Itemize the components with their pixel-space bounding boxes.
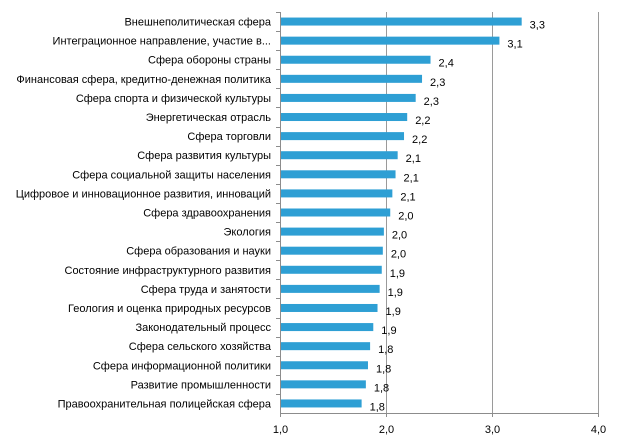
bar <box>281 399 362 408</box>
category-label: Сфера образования и науки <box>126 246 271 258</box>
value-labels: 3,3 3,1 2,4 2,3 2,3 2,2 2,2 2,1 2,1 2,1 2,0 2,0 2,0 1… <box>370 20 545 414</box>
value-label: 2,2 <box>415 115 430 127</box>
category-label: Сфера обороны страны <box>148 55 271 67</box>
value-label: 2,0 <box>392 230 407 242</box>
value-label: 1,8 <box>374 382 389 394</box>
bar <box>281 380 366 389</box>
category-label: Сфера труда и занятости <box>141 284 271 296</box>
bar <box>281 227 384 236</box>
value-label: 2,1 <box>406 153 421 165</box>
bar <box>281 151 398 160</box>
category-label: Энергетическая отрасль <box>146 112 272 124</box>
value-label: 2,3 <box>430 77 445 89</box>
bar <box>281 132 405 141</box>
category-label: Правоохранительная полицейская сфера <box>58 398 272 410</box>
bar <box>281 323 374 332</box>
bars <box>281 17 522 408</box>
bar <box>281 113 408 122</box>
grid-lines <box>386 12 599 413</box>
x-tick-label: 2,0 <box>379 424 394 436</box>
category-label: Развитие промышленности <box>131 379 271 391</box>
x-tick-label: 1,0 <box>273 424 288 436</box>
value-label: 1,9 <box>390 268 405 280</box>
category-label: Сфера сельского хозяйства <box>129 341 272 353</box>
bar <box>281 170 396 179</box>
bar <box>281 303 378 312</box>
value-label: 1,9 <box>386 306 401 318</box>
value-label: 2,3 <box>424 96 439 108</box>
category-label: Цифровое и инновационное развития, иннов… <box>16 188 271 200</box>
bar <box>281 208 391 217</box>
category-label: Сфера торговли <box>187 131 271 143</box>
value-label: 1,9 <box>388 287 403 299</box>
value-label: 1,8 <box>378 344 393 356</box>
value-label: 1,9 <box>381 325 396 337</box>
bar <box>281 93 416 102</box>
value-label: 2,1 <box>400 191 415 203</box>
value-label: 2,1 <box>404 172 419 184</box>
x-tick-label: 4,0 <box>591 424 606 436</box>
value-label: 2,0 <box>398 211 413 223</box>
bar <box>281 265 382 274</box>
category-label: Финансовая сфера, кредитно-денежная поли… <box>16 74 271 86</box>
category-label: Геология и оценка природных ресурсов <box>68 303 271 315</box>
bar <box>281 55 431 64</box>
category-label: Сфера здравоохранения <box>143 208 271 220</box>
category-label: Законодательный процесс <box>135 322 271 334</box>
category-label: Сфера развития культуры <box>137 150 271 162</box>
category-label: Состояние инфраструктурного развития <box>65 265 272 277</box>
bar <box>281 361 368 370</box>
category-labels: Внешнеполитическая сфера Интеграционное н… <box>16 12 280 410</box>
category-label: Сфера социальной защиты населения <box>72 169 271 181</box>
value-label: 2,0 <box>391 249 406 261</box>
value-label: 1,8 <box>370 401 385 413</box>
bar <box>281 246 383 255</box>
bar <box>281 284 380 293</box>
bar <box>281 36 500 45</box>
value-label: 2,2 <box>412 134 427 146</box>
category-label: Интеграционное направление, участие в... <box>53 36 271 48</box>
value-label: 3,3 <box>530 20 545 32</box>
value-label: 3,1 <box>507 39 522 51</box>
x-axis-ticks: 1,0 2,0 3,0 4,0 <box>273 413 606 436</box>
category-label: Внешнеполитическая сфера <box>124 17 271 29</box>
value-label: 1,8 <box>376 363 391 375</box>
category-label: Сфера информационной политики <box>93 360 271 372</box>
bar <box>281 74 423 83</box>
x-tick-label: 3,0 <box>485 424 500 436</box>
value-label: 2,4 <box>439 58 454 70</box>
bar <box>281 189 393 198</box>
category-label: Экология <box>224 227 272 239</box>
bar <box>281 342 371 351</box>
category-label: Сфера спорта и физической культуры <box>76 93 271 105</box>
bar <box>281 17 522 26</box>
